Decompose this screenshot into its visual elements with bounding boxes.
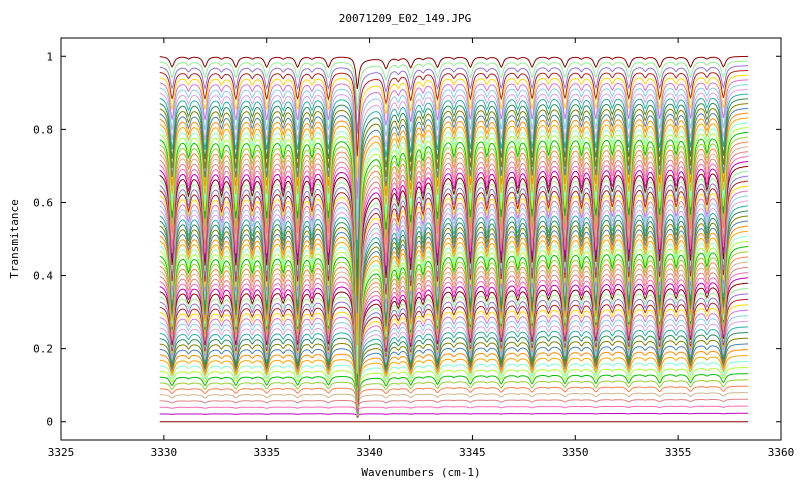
plot-frame [60, 37, 782, 441]
spectrum-series [159, 266, 749, 416]
spectrum-series [159, 70, 749, 157]
y-tick-label: 0.8 [33, 123, 53, 136]
spectrum-series [159, 412, 749, 416]
spectrum-series [159, 117, 749, 346]
spectrum-series [159, 103, 749, 296]
spectrum-series [159, 398, 749, 409]
y-axis-ticks: 0 0.2 0.4 0.6 0.8 1 [33, 50, 781, 429]
spectrum-series [159, 355, 749, 408]
spectrum-series [159, 304, 749, 418]
y-tick-label: 0.2 [33, 343, 53, 356]
spectrum-series [159, 200, 749, 413]
spectrum-series [159, 379, 749, 404]
spectrum-series [159, 277, 749, 417]
x-tick-label: 3325 [48, 446, 75, 459]
spectrum-series [159, 225, 749, 414]
spectrum-series [159, 246, 749, 415]
y-tick-label: 1 [46, 50, 53, 63]
spectrum-series [159, 315, 749, 418]
spectrum-series [159, 405, 749, 412]
spectrum-series [159, 235, 749, 415]
spectrum-series [159, 127, 749, 374]
spectrum-series [159, 84, 749, 221]
spectrum-series [159, 112, 749, 330]
spectrum-series [159, 309, 749, 418]
x-axis-ticks: 3325 3330 3335 3340 3345 3350 3355 3360 [48, 38, 795, 459]
spectrum-series [159, 293, 749, 417]
spectrum-series [159, 170, 749, 411]
spectrum-series [159, 205, 749, 413]
spectrum-series [159, 156, 749, 410]
chart-title: 20071209_E02_149.JPG [339, 12, 471, 25]
spectrum-series [159, 288, 749, 417]
spectrum-series [159, 240, 749, 415]
spectrum-series [159, 146, 749, 410]
spectrum-series [159, 373, 749, 404]
y-tick-label: 0 [46, 416, 53, 429]
spectrum-series [159, 107, 749, 313]
spectrum-series [159, 131, 749, 388]
spectrum-series [159, 79, 749, 200]
spectrum-series [159, 361, 749, 406]
spectrum-series [159, 93, 749, 260]
spectrum-series [159, 136, 749, 400]
spectrum-series [159, 165, 749, 411]
spectrum-series [159, 392, 749, 407]
spectrum-series [159, 337, 749, 416]
spectrum-series [159, 282, 749, 417]
spectrum-series [159, 210, 749, 413]
x-axis-label: Wavenumbers (cm-1) [361, 466, 480, 479]
x-tick-label: 3360 [768, 446, 795, 459]
spectrum-series [159, 88, 749, 240]
spectrum-series [159, 349, 749, 410]
spectrum-series [159, 261, 749, 416]
spectrum-series [159, 195, 749, 413]
spectrum-series [159, 215, 749, 414]
spectrum-series [159, 230, 749, 414]
spectrum-series [159, 367, 749, 404]
y-tick-label: 0.4 [33, 270, 53, 283]
spectrum-series [159, 185, 749, 412]
spectrum-series [159, 141, 749, 409]
spectrum-series [159, 190, 749, 412]
x-tick-label: 3355 [665, 446, 692, 459]
spectrum-series [159, 151, 749, 410]
spectrum-series [159, 343, 749, 413]
spectrum-series [159, 55, 749, 90]
series-layer [159, 55, 749, 423]
spectrum-series [159, 251, 749, 415]
spectrum-series [159, 220, 749, 414]
spectrum-series [159, 180, 749, 412]
y-axis-label: Transmitance [8, 199, 21, 278]
spectrum-series [159, 65, 749, 134]
spectrum-series [159, 98, 749, 278]
spectrum-series [159, 160, 749, 410]
spectrum-series [159, 332, 749, 419]
spectrum-series [159, 298, 749, 418]
spectrum-series [159, 74, 749, 179]
x-tick-label: 3335 [253, 446, 280, 459]
spectrum-series [159, 320, 749, 418]
spectrum-series [159, 60, 749, 112]
spectrum-series [159, 385, 749, 406]
x-tick-label: 3350 [562, 446, 589, 459]
y-tick-label: 0.6 [33, 196, 53, 209]
x-tick-label: 3345 [459, 446, 486, 459]
x-tick-label: 3330 [151, 446, 178, 459]
x-tick-label: 3340 [356, 446, 383, 459]
spectrum-series [159, 175, 749, 412]
spectrum-series [159, 122, 749, 360]
spectrum-series [159, 256, 749, 416]
spectrum-series [159, 326, 749, 419]
spectrum-series [159, 272, 749, 417]
